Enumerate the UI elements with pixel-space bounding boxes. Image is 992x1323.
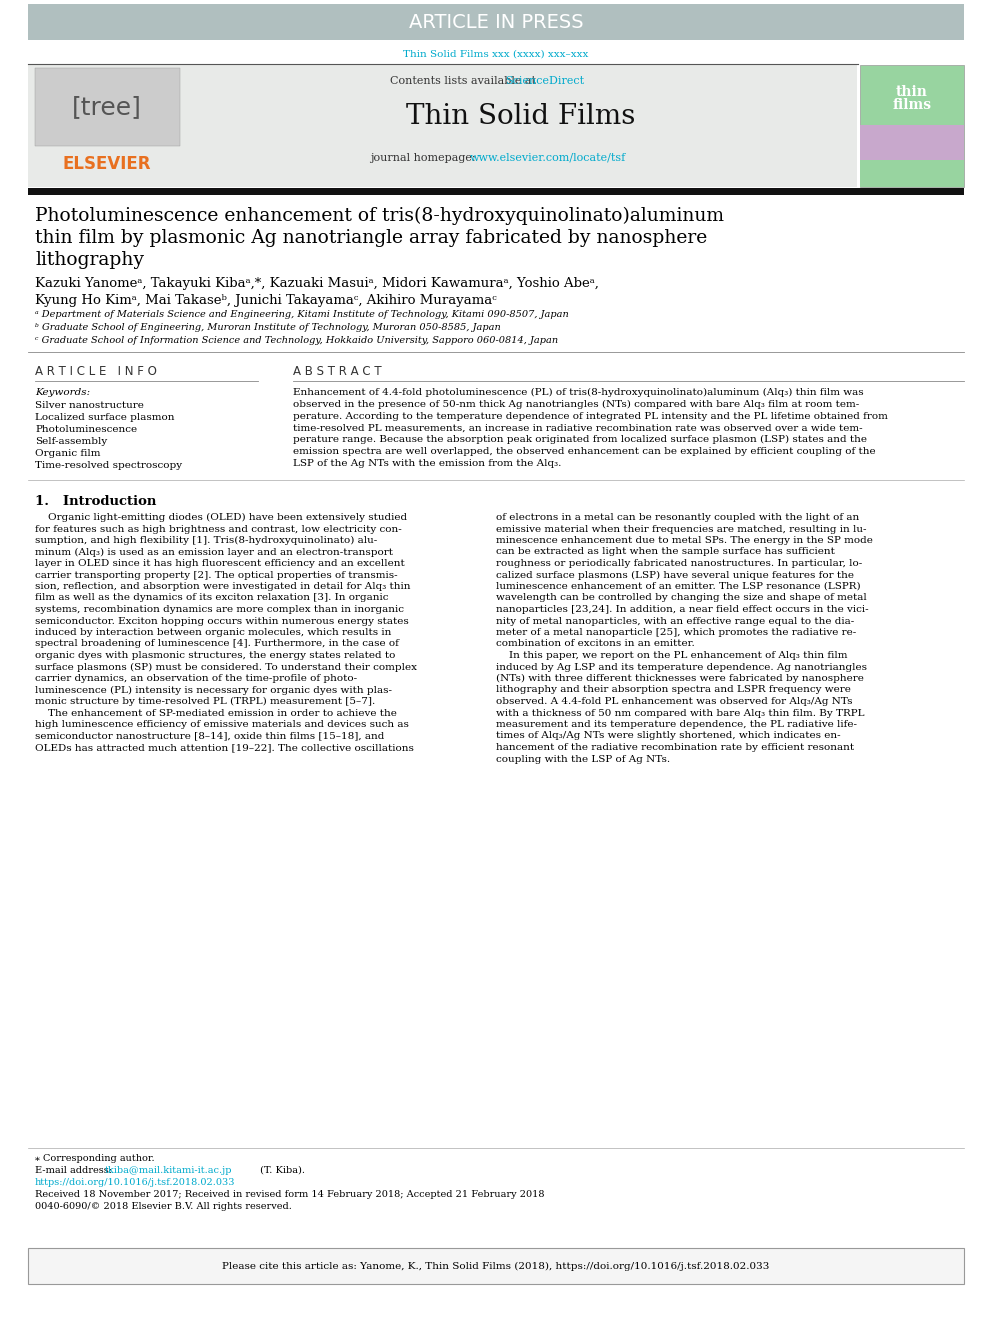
Text: Localized surface plasmon: Localized surface plasmon (35, 413, 175, 422)
Text: Thin Solid Films xxx (xxxx) xxx–xxx: Thin Solid Films xxx (xxxx) xxx–xxx (404, 50, 588, 60)
Text: The enhancement of SP-mediated emission in order to achieve the: The enhancement of SP-mediated emission … (35, 709, 397, 717)
Text: Enhancement of 4.4-fold photoluminescence (PL) of tris(8-hydroxyquinolinato)alum: Enhancement of 4.4-fold photoluminescenc… (293, 388, 864, 397)
Text: Photoluminescence enhancement of tris(8-hydroxyquinolinato)aluminum: Photoluminescence enhancement of tris(8-… (35, 206, 724, 225)
Text: of electrons in a metal can be resonantly coupled with the light of an: of electrons in a metal can be resonantl… (496, 513, 859, 523)
Text: Time-resolved spectroscopy: Time-resolved spectroscopy (35, 460, 183, 470)
Text: A B S T R A C T: A B S T R A C T (293, 365, 382, 378)
Bar (860, 160, 964, 187)
Text: for features such as high brightness and contrast, low electricity con-: for features such as high brightness and… (35, 524, 402, 533)
Bar (28, 188, 964, 194)
Text: induced by interaction between organic molecules, which results in: induced by interaction between organic m… (35, 628, 392, 636)
Text: carrier dynamics, an observation of the time-profile of photo-: carrier dynamics, an observation of the … (35, 673, 357, 683)
Text: journal homepage:: journal homepage: (370, 153, 479, 163)
Text: tkiba@mail.kitami-it.ac.jp: tkiba@mail.kitami-it.ac.jp (105, 1166, 232, 1175)
Text: Self-assembly: Self-assembly (35, 437, 107, 446)
Text: ᵃ Department of Materials Science and Engineering, Kitami Institute of Technolog: ᵃ Department of Materials Science and En… (35, 310, 568, 319)
Text: OLEDs has attracted much attention [19–22]. The collective oscillations: OLEDs has attracted much attention [19–2… (35, 744, 414, 751)
Bar (35, 67, 180, 146)
Text: measurement and its temperature dependence, the PL radiative life-: measurement and its temperature dependen… (496, 720, 857, 729)
Text: E-mail address:: E-mail address: (35, 1166, 115, 1175)
Text: Kazuki Yanomeᵃ, Takayuki Kibaᵃ,*, Kazuaki Masuiᵃ, Midori Kawamuraᵃ, Yoshio Abeᵃ,: Kazuki Yanomeᵃ, Takayuki Kibaᵃ,*, Kazuak… (35, 277, 599, 290)
Text: ScienceDirect: ScienceDirect (505, 75, 584, 86)
Text: Keywords:: Keywords: (35, 388, 90, 397)
Text: 0040-6090/© 2018 Elsevier B.V. All rights reserved.: 0040-6090/© 2018 Elsevier B.V. All right… (35, 1203, 292, 1211)
Text: times of Alq₃/Ag NTs were slightly shortened, which indicates en-: times of Alq₃/Ag NTs were slightly short… (496, 732, 840, 741)
Text: lithography and their absorption spectra and LSPR frequency were: lithography and their absorption spectra… (496, 685, 851, 695)
Text: organic dyes with plasmonic structures, the energy states related to: organic dyes with plasmonic structures, … (35, 651, 396, 660)
Text: observed. A 4.4-fold PL enhancement was observed for Alq₃/Ag NTs: observed. A 4.4-fold PL enhancement was … (496, 697, 852, 706)
Text: monic structure by time-resolved PL (TRPL) measurement [5–7].: monic structure by time-resolved PL (TRP… (35, 697, 375, 706)
Text: Contents lists available at: Contents lists available at (390, 75, 540, 86)
Text: ELSEVIER: ELSEVIER (62, 155, 151, 173)
Text: Organic film: Organic film (35, 448, 100, 458)
Text: semiconductor nanostructure [8–14], oxide thin films [15–18], and: semiconductor nanostructure [8–14], oxid… (35, 732, 384, 741)
Text: [tree]: [tree] (72, 95, 142, 119)
Text: minescence enhancement due to metal SPs. The energy in the SP mode: minescence enhancement due to metal SPs.… (496, 536, 873, 545)
Bar (28, 4, 964, 40)
Text: In this paper, we report on the PL enhancement of Alq₃ thin film: In this paper, we report on the PL enhan… (496, 651, 847, 660)
Text: coupling with the LSP of Ag NTs.: coupling with the LSP of Ag NTs. (496, 754, 671, 763)
Text: sumption, and high flexibility [1]. Tris(8-hydroxyquinolinato) alu-: sumption, and high flexibility [1]. Tris… (35, 536, 377, 545)
Text: Received 18 November 2017; Received in revised form 14 February 2018; Accepted 2: Received 18 November 2017; Received in r… (35, 1189, 545, 1199)
Text: nanoparticles [23,24]. In addition, a near field effect occurs in the vici-: nanoparticles [23,24]. In addition, a ne… (496, 605, 869, 614)
Bar (28, 1248, 964, 1285)
Text: www.elsevier.com/locate/tsf: www.elsevier.com/locate/tsf (470, 153, 626, 163)
Text: sion, reflection, and absorption were investigated in detail for Alq₃ thin: sion, reflection, and absorption were in… (35, 582, 411, 591)
Text: Please cite this article as: Yanome, K., Thin Solid Films (2018), https://doi.or: Please cite this article as: Yanome, K.,… (222, 1261, 770, 1270)
Text: luminescence enhancement of an emitter. The LSP resonance (LSPR): luminescence enhancement of an emitter. … (496, 582, 861, 591)
Text: layer in OLED since it has high fluorescent efficiency and an excellent: layer in OLED since it has high fluoresc… (35, 560, 405, 568)
Text: (T. Kiba).: (T. Kiba). (257, 1166, 305, 1175)
Text: carrier transporting property [2]. The optical properties of transmis-: carrier transporting property [2]. The o… (35, 570, 398, 579)
Text: emission spectra are well overlapped, the observed enhancement can be explained : emission spectra are well overlapped, th… (293, 447, 876, 456)
Text: perature range. Because the absorption peak originated from localized surface pl: perature range. Because the absorption p… (293, 435, 867, 445)
Text: can be extracted as light when the sample surface has sufficient: can be extracted as light when the sampl… (496, 548, 835, 557)
Text: with a thickness of 50 nm compared with bare Alq₃ thin film. By TRPL: with a thickness of 50 nm compared with … (496, 709, 864, 717)
Text: time-resolved PL measurements, an increase in radiative recombination rate was o: time-resolved PL measurements, an increa… (293, 423, 863, 433)
Text: film as well as the dynamics of its exciton relaxation [3]. In organic: film as well as the dynamics of its exci… (35, 594, 389, 602)
Text: A R T I C L E   I N F O: A R T I C L E I N F O (35, 365, 157, 378)
Text: calized surface plasmons (LSP) have several unique features for the: calized surface plasmons (LSP) have seve… (496, 570, 854, 579)
Text: induced by Ag LSP and its temperature dependence. Ag nanotriangles: induced by Ag LSP and its temperature de… (496, 663, 867, 672)
Text: observed in the presence of 50-nm thick Ag nanotriangles (NTs) compared with bar: observed in the presence of 50-nm thick … (293, 400, 859, 409)
Text: ᵇ Graduate School of Engineering, Muroran Institute of Technology, Muroran 050-8: ᵇ Graduate School of Engineering, Murora… (35, 323, 501, 332)
Text: ARTICLE IN PRESS: ARTICLE IN PRESS (409, 12, 583, 32)
Bar (860, 65, 964, 187)
Text: nity of metal nanoparticles, with an effective range equal to the dia-: nity of metal nanoparticles, with an eff… (496, 617, 854, 626)
Text: luminescence (PL) intensity is necessary for organic dyes with plas-: luminescence (PL) intensity is necessary… (35, 685, 392, 695)
Text: (NTs) with three different thicknesses were fabricated by nanosphere: (NTs) with three different thicknesses w… (496, 673, 864, 683)
Text: perature. According to the temperature dependence of integrated PL intensity and: perature. According to the temperature d… (293, 411, 888, 421)
Text: ⁎ Corresponding author.: ⁎ Corresponding author. (35, 1154, 155, 1163)
Bar (860, 124, 964, 160)
Text: systems, recombination dynamics are more complex than in inorganic: systems, recombination dynamics are more… (35, 605, 404, 614)
Text: 1.   Introduction: 1. Introduction (35, 495, 157, 508)
Text: emissive material when their frequencies are matched, resulting in lu-: emissive material when their frequencies… (496, 524, 866, 533)
Text: spectral broadening of luminescence [4]. Furthermore, in the case of: spectral broadening of luminescence [4].… (35, 639, 399, 648)
Text: wavelength can be controlled by changing the size and shape of metal: wavelength can be controlled by changing… (496, 594, 867, 602)
Text: meter of a metal nanoparticle [25], which promotes the radiative re-: meter of a metal nanoparticle [25], whic… (496, 628, 856, 636)
Text: thin film by plasmonic Ag nanotriangle array fabricated by nanosphere: thin film by plasmonic Ag nanotriangle a… (35, 229, 707, 247)
Text: combination of excitons in an emitter.: combination of excitons in an emitter. (496, 639, 694, 648)
Text: Kyung Ho Kimᵃ, Mai Takaseᵇ, Junichi Takayamaᶜ, Akihiro Murayamaᶜ: Kyung Ho Kimᵃ, Mai Takaseᵇ, Junichi Taka… (35, 294, 497, 307)
Text: roughness or periodically fabricated nanostructures. In particular, lo-: roughness or periodically fabricated nan… (496, 560, 862, 568)
Bar (28, 65, 185, 187)
Text: Photoluminescence: Photoluminescence (35, 425, 137, 434)
Text: ᶜ Graduate School of Information Science and Technology, Hokkaido University, Sa: ᶜ Graduate School of Information Science… (35, 336, 558, 345)
Text: thin: thin (896, 85, 928, 99)
Bar (185, 65, 857, 187)
Text: Silver nanostructure: Silver nanostructure (35, 401, 144, 410)
Text: semiconductor. Exciton hopping occurs within numerous energy states: semiconductor. Exciton hopping occurs wi… (35, 617, 409, 626)
Text: high luminescence efficiency of emissive materials and devices such as: high luminescence efficiency of emissive… (35, 720, 409, 729)
Text: lithography: lithography (35, 251, 144, 269)
Text: minum (Alq₃) is used as an emission layer and an electron-transport: minum (Alq₃) is used as an emission laye… (35, 548, 393, 557)
Text: surface plasmons (SP) must be considered. To understand their complex: surface plasmons (SP) must be considered… (35, 663, 417, 672)
Text: Organic light-emitting diodes (OLED) have been extensively studied: Organic light-emitting diodes (OLED) hav… (35, 513, 407, 523)
Text: hancement of the radiative recombination rate by efficient resonant: hancement of the radiative recombination… (496, 744, 854, 751)
Text: Thin Solid Films: Thin Solid Films (407, 103, 636, 130)
Text: https://doi.org/10.1016/j.tsf.2018.02.033: https://doi.org/10.1016/j.tsf.2018.02.03… (35, 1177, 235, 1187)
Text: films: films (893, 98, 931, 112)
Text: LSP of the Ag NTs with the emission from the Alq₃.: LSP of the Ag NTs with the emission from… (293, 459, 561, 468)
